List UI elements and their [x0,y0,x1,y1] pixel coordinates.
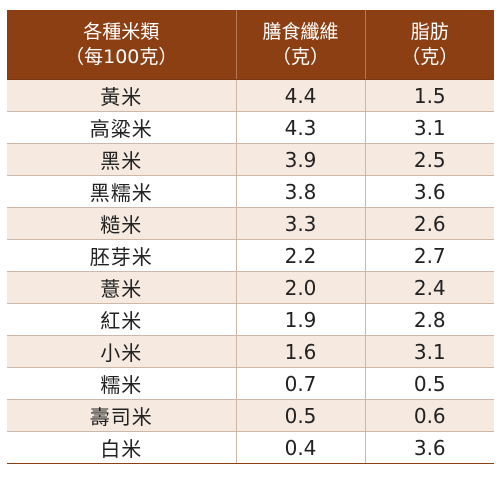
fat-cell: 1.5 [365,79,494,112]
dietary-fiber-cell: 0.5 [236,399,366,432]
rice-type-cell: 小米 [7,335,237,368]
dietary-fiber-cell: 4.4 [236,79,366,112]
rice-type-cell: 黑糯米 [7,175,237,208]
table-row: 高粱米 4.3 3.1 [7,111,494,144]
fat-cell: 3.1 [365,335,494,368]
fat-cell: 2.8 [365,303,494,336]
fat-cell: 2.4 [365,271,494,304]
dietary-fiber-cell: 0.7 [236,367,366,400]
table-row: 小米 1.6 3.1 [7,335,494,368]
rice-nutrition-table-container: 各種米類 （每100克） 膳食纖維 （克） 脂肪 （克） 黃米 4.4 1.5 高粱米… [7,10,494,464]
header-dietary-fiber: 膳食纖維 （克） [236,10,366,80]
table-row: 糙米 3.3 2.6 [7,207,494,240]
header-fat-line1: 脂肪 [410,20,449,43]
header-dietary-fiber-line2: （克） [271,45,329,68]
header-dietary-fiber-line1: 膳食纖維 [262,20,339,43]
table-row: 糯米 0.7 0.5 [7,367,494,400]
header-fat: 脂肪 （克） [365,10,494,80]
rice-type-cell: 高粱米 [7,111,237,144]
dietary-fiber-cell: 2.0 [236,271,366,304]
header-rice-type-line2: （每100克） [65,45,178,68]
fat-cell: 2.7 [365,239,494,272]
table-row: 薏米 2.0 2.4 [7,271,494,304]
dietary-fiber-cell: 3.3 [236,207,366,240]
table-header: 各種米類 （每100克） 膳食纖維 （克） 脂肪 （克） [7,10,494,80]
rice-type-cell: 白米 [7,431,237,464]
fat-cell: 3.6 [365,431,494,464]
table-row: 黑米 3.9 2.5 [7,143,494,176]
fat-cell: 3.6 [365,175,494,208]
header-row: 各種米類 （每100克） 膳食纖維 （克） 脂肪 （克） [7,10,494,80]
table-body: 黃米 4.4 1.5 高粱米 4.3 3.1 黑米 3.9 2.5 黑糯米 3.8 3.6 糙米 3.3 2… [7,79,494,464]
header-fat-line2: （克） [401,45,459,68]
rice-type-cell: 胚芽米 [7,239,237,272]
table-row: 白米 0.4 3.6 [7,431,494,464]
table-row: 胚芽米 2.2 2.7 [7,239,494,272]
dietary-fiber-cell: 4.3 [236,111,366,144]
dietary-fiber-cell: 1.9 [236,303,366,336]
dietary-fiber-cell: 2.2 [236,239,366,272]
dietary-fiber-cell: 1.6 [236,335,366,368]
fat-cell: 2.6 [365,207,494,240]
header-rice-type: 各種米類 （每100克） [7,10,237,80]
dietary-fiber-cell: 0.4 [236,431,366,464]
header-rice-type-line1: 各種米類 [83,20,160,43]
dietary-fiber-cell: 3.9 [236,143,366,176]
table-row: 黑糯米 3.8 3.6 [7,175,494,208]
rice-nutrition-table: 各種米類 （每100克） 膳食纖維 （克） 脂肪 （克） 黃米 4.4 1.5 高粱米… [7,10,494,464]
rice-type-cell: 紅米 [7,303,237,336]
rice-type-cell: 薏米 [7,271,237,304]
dietary-fiber-cell: 3.8 [236,175,366,208]
table-row: 黃米 4.4 1.5 [7,79,494,112]
rice-type-cell: 壽司米 [7,399,237,432]
fat-cell: 2.5 [365,143,494,176]
table-row: 紅米 1.9 2.8 [7,303,494,336]
fat-cell: 3.1 [365,111,494,144]
rice-type-cell: 黃米 [7,79,237,112]
fat-cell: 0.5 [365,367,494,400]
rice-type-cell: 糙米 [7,207,237,240]
rice-type-cell: 黑米 [7,143,237,176]
rice-type-cell: 糯米 [7,367,237,400]
fat-cell: 0.6 [365,399,494,432]
table-row: 壽司米 0.5 0.6 [7,399,494,432]
